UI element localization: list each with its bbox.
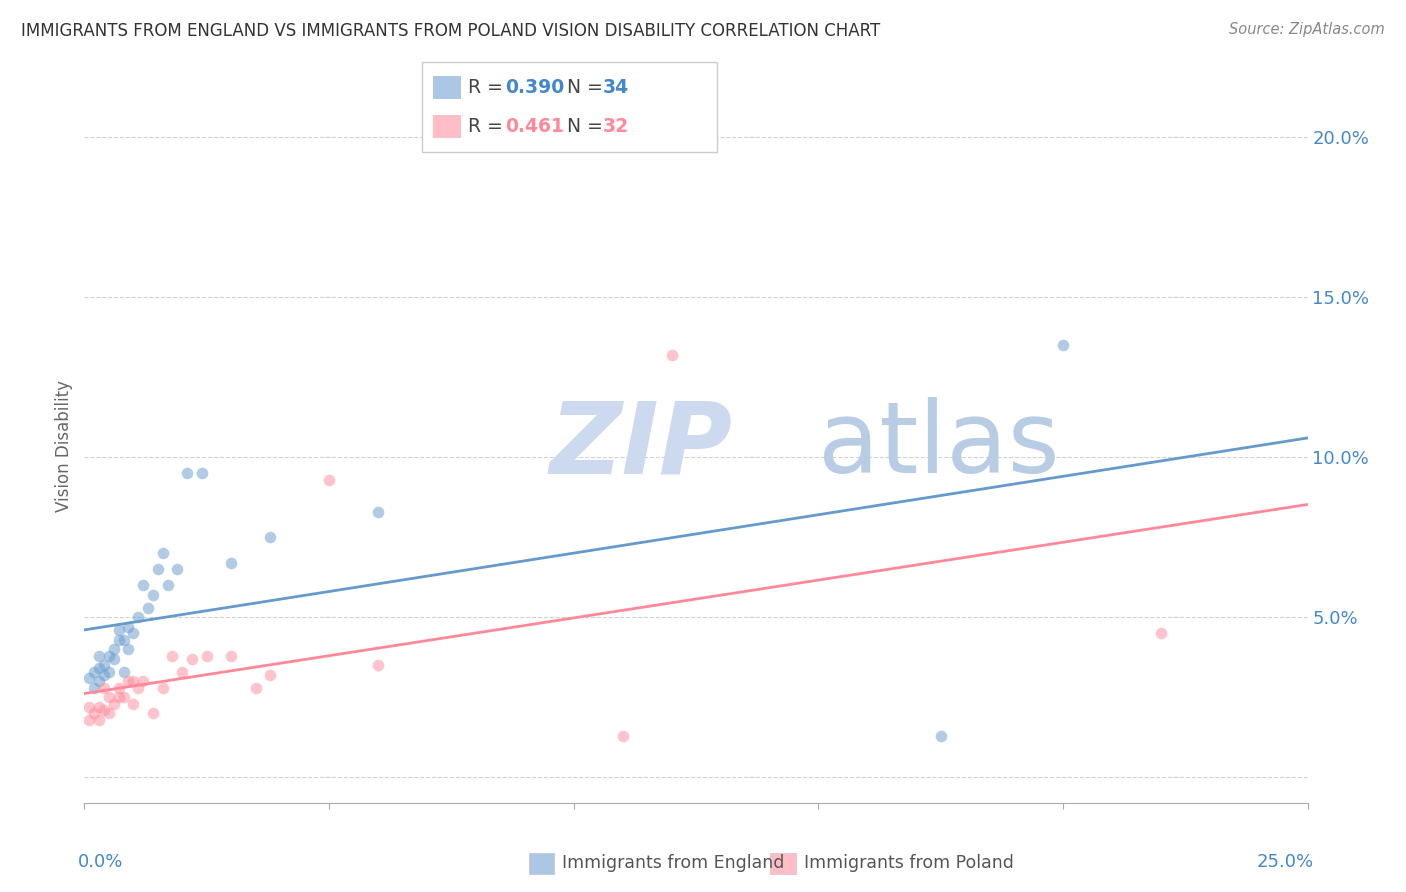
Point [661,348,683,362]
Point [87,674,110,689]
Point [93,681,115,695]
Point [93,668,115,682]
Point [146,562,169,576]
Point [219,556,242,570]
Point [122,674,145,689]
Text: R =: R = [468,78,509,97]
Point [103,652,125,666]
Point [245,681,267,695]
Point [367,658,389,673]
Text: Source: ZipAtlas.com: Source: ZipAtlas.com [1229,22,1385,37]
Point [176,466,198,480]
Point [612,729,634,743]
Point [318,473,340,487]
Point [195,648,218,663]
Text: N =: N = [555,117,609,136]
Point [77,713,100,727]
Point [107,632,129,647]
Point [103,642,125,657]
Text: ZIP: ZIP [550,398,733,494]
Point [117,620,139,634]
Point [142,588,165,602]
Point [107,690,129,705]
Point [191,466,214,480]
Text: Immigrants from Poland: Immigrants from Poland [804,855,1014,872]
Point [162,648,184,663]
Text: 25.0%: 25.0% [1257,853,1313,871]
Point [127,610,149,624]
Text: Immigrants from England: Immigrants from England [562,855,785,872]
Point [107,623,129,637]
Point [83,681,105,695]
Point [117,642,139,657]
Point [97,706,120,721]
Point [87,699,110,714]
Point [181,652,204,666]
Point [136,600,159,615]
Point [117,674,139,689]
Point [77,699,100,714]
Point [112,632,135,647]
Text: 0.461: 0.461 [505,117,564,136]
Text: 0.390: 0.390 [505,78,564,97]
Text: 32: 32 [603,117,630,136]
Point [83,706,105,721]
Point [152,546,174,560]
Point [112,665,135,679]
Point [152,681,174,695]
Text: atlas: atlas [818,398,1060,494]
Point [87,713,110,727]
Point [97,665,120,679]
Point [83,665,105,679]
Point [259,530,281,544]
Text: 34: 34 [603,78,630,97]
Point [1052,338,1074,352]
Text: R =: R = [468,117,509,136]
Point [156,578,179,592]
Text: 0.0%: 0.0% [79,853,124,871]
Point [112,690,135,705]
Point [132,578,155,592]
Point [122,697,145,711]
Point [87,648,110,663]
Point [142,706,165,721]
Point [77,671,100,685]
Text: N =: N = [555,78,609,97]
Point [87,661,110,675]
Text: IMMIGRANTS FROM ENGLAND VS IMMIGRANTS FROM POLAND VISION DISABILITY CORRELATION : IMMIGRANTS FROM ENGLAND VS IMMIGRANTS FR… [21,22,880,40]
Point [259,668,281,682]
Y-axis label: Vision Disability: Vision Disability [55,380,73,512]
Point [127,681,149,695]
Point [97,648,120,663]
Point [929,729,952,743]
Point [122,626,145,640]
Point [172,665,194,679]
Point [93,703,115,717]
Point [367,505,389,519]
Point [93,658,115,673]
Point [132,674,155,689]
Point [166,562,188,576]
Point [1150,626,1173,640]
Point [103,697,125,711]
Point [107,681,129,695]
Point [97,690,120,705]
Point [219,648,242,663]
